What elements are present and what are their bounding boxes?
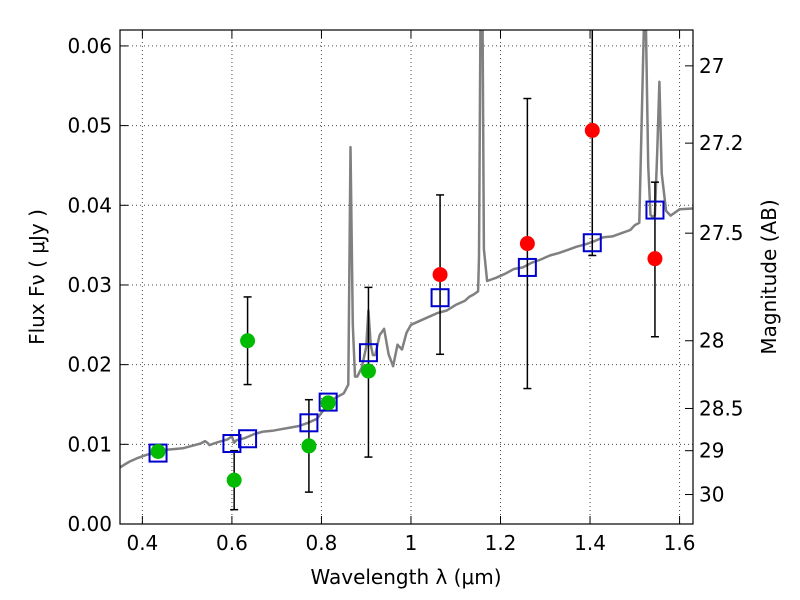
x-tick-label: 1.2 [485, 531, 517, 555]
model-spectrum [120, 30, 693, 469]
model-square-point [222, 434, 242, 454]
model-square-point [517, 257, 537, 277]
model-spectrum-line [120, 30, 693, 469]
y-tick-label: 0.06 [67, 34, 112, 58]
right-tick-label: 30 [699, 483, 724, 507]
y-tick-label: 0.05 [67, 114, 112, 138]
y-tick-label: 0.01 [67, 432, 112, 456]
x-tick-label: 0.8 [306, 531, 338, 555]
x-tick-label: 0.4 [126, 531, 158, 555]
right-tick-label: 27.2 [699, 131, 744, 155]
model-square-point [238, 429, 258, 449]
model-square-point [358, 343, 378, 363]
right-tick-label: 27.5 [699, 221, 744, 245]
green-data-point [320, 395, 336, 411]
data-markers [148, 122, 665, 488]
right-axis-label: Magnitude (AB) [757, 199, 781, 354]
model-square-point [318, 392, 338, 412]
plot-frame [119, 29, 694, 525]
grid-lines [120, 30, 693, 525]
y-tick-label: 0.03 [67, 273, 112, 297]
model-square-point [299, 413, 319, 433]
x-tick-label: 1.6 [664, 531, 696, 555]
green-data-point [240, 333, 256, 349]
x-axis-label: Wavelength λ (μm) [310, 565, 501, 589]
right-tick-label: 28 [699, 329, 724, 353]
right-tick-label: 29 [699, 439, 724, 463]
x-tick-label: 0.6 [216, 531, 248, 555]
red-data-point [519, 236, 535, 252]
x-tick-label: 1 [405, 531, 418, 555]
model-square-point [430, 288, 450, 308]
y-tick-label: 0.02 [67, 353, 112, 377]
y-axis-label: Flux Fν ( μJy ) [25, 209, 49, 345]
green-data-point [226, 472, 242, 488]
green-data-point [301, 438, 317, 454]
red-data-point [647, 251, 663, 267]
y-tick-label: 0.00 [67, 512, 112, 536]
x-tick-label: 1.4 [574, 531, 606, 555]
axis-ticks: 0.4 0.6 0.8 1 1.2 1.4 1.6 0.00 0.01 0.02 0.03 0.04 0… [67, 30, 744, 555]
model-square-point [645, 200, 665, 220]
red-data-point [584, 122, 600, 138]
y-tick-label: 0.04 [67, 193, 112, 217]
green-data-point [150, 443, 166, 459]
green-data-point [360, 363, 376, 379]
red-data-point [432, 267, 448, 283]
right-tick-label: 28.5 [699, 396, 744, 420]
model-square-point [582, 233, 602, 253]
right-tick-label: 27 [699, 54, 724, 78]
